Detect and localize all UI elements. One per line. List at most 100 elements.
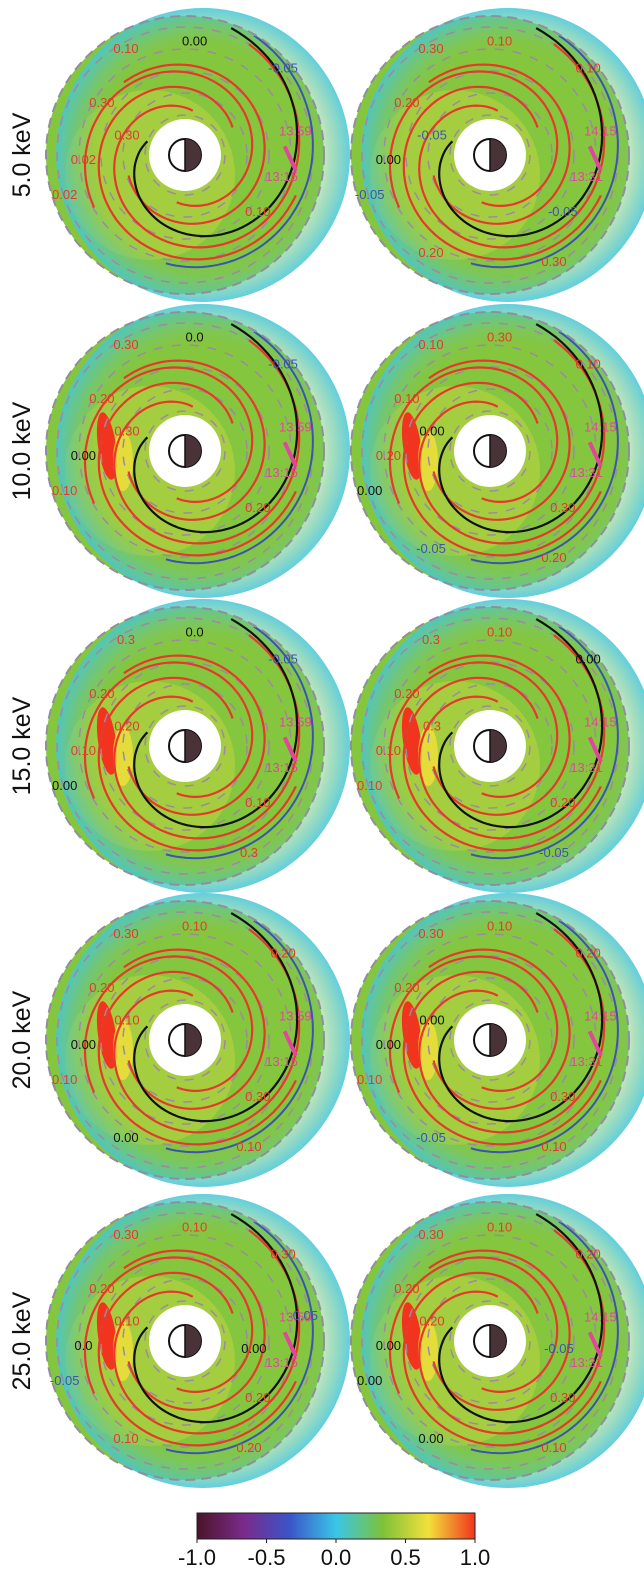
contour-label: 0.10 [113,1431,138,1446]
polar-panel: 0.3 0.20 0.0 0.10 0.00 0.20 0.10 -0.05 0.3 13:59 1… [45,599,350,893]
earth-icon [473,138,507,172]
contour-label: 0.10 [357,778,382,793]
contour-label: 0.20 [236,1440,261,1455]
contour-label: 0.3 [423,719,441,734]
contour-label: 0.10 [114,1013,139,1028]
contour-line-red [388,955,559,1093]
dashed-ring [405,955,575,1125]
contour-label: 0.30 [113,337,138,352]
dashed-ring [383,933,597,1147]
contour-label: 0.30 [418,1227,443,1242]
dashed-ring [383,639,597,853]
contour-label: 0.30 [89,95,114,110]
contour-line-red [388,661,559,799]
dashed-ring [122,92,248,218]
contour-label: 0.10 [487,33,512,48]
disc-boundary [350,606,630,886]
contour-line-red [402,381,602,557]
polar-panel: 0.30 0.20 0.10 0.00 0.10 0.00 0.30 0.20 0.10 -0.0… [350,893,644,1187]
contour-line-black [438,912,604,1123]
energy-row: 15.0 keV0.30.200.00.100.000.200.10-0.050… [8,599,644,893]
contour-label: -0.05 [355,187,385,202]
dashed-ring [100,955,270,1125]
dashed-ring [122,683,248,809]
contour-line-red [418,928,606,1134]
dashed-ring [405,366,575,536]
contour-line-blue [165,34,314,269]
dashed-ring [100,1256,270,1426]
contour-line-red [97,85,297,261]
contour-line-red [402,676,602,852]
contour-label: 0.10 [357,1072,382,1087]
contour-line-red [113,43,301,249]
contour-label: -0.05 [268,357,298,372]
contour-line-red [113,634,301,840]
earth-icon [168,1324,202,1358]
disc-boundary [350,311,630,591]
colorbar: -1.0 -0.5 0.0 0.5 1.0 [178,1512,490,1570]
contour-line-red [402,85,602,261]
contour-label: 0.00 [419,424,444,439]
contour-label: 0.00 [241,1341,266,1356]
dashed-ring [144,705,226,787]
contour-line-blue [470,34,619,269]
dashed-ring [144,1300,226,1382]
contour-line-red [418,1229,606,1435]
contour-label: 0.00 [376,1338,401,1353]
contour-line-red [123,654,266,816]
contour-label: 0.10 [71,743,96,758]
contour-label: 0.10 [487,1219,512,1234]
energy-label: 25.0 keV [8,1291,36,1390]
contour-line-red [428,359,571,521]
contour-label: 0.10 [245,204,270,219]
colorbar-tick-label: -0.5 [248,1545,286,1570]
contour-line-red [388,1256,559,1394]
energy-label: 20.0 keV [8,990,36,1089]
dashed-ring [427,1278,553,1404]
dashed-ring [144,999,226,1081]
hotspot [401,1001,423,1069]
dashed-ring [78,1234,292,1448]
contour-line-black [133,912,299,1123]
contour-line-red [123,359,266,521]
contour-line-red [428,948,571,1110]
contour-line-red [113,1229,301,1435]
time-label: 13:31 [570,1355,603,1370]
contour-label: 0.10 [182,1219,207,1234]
dashed-ring [383,1234,597,1448]
disc-boundary [45,606,325,886]
satellite-track [587,736,603,763]
contour-label: 0.30 [114,128,139,143]
dashed-ring [78,48,292,262]
time-label: 14:15 [584,124,617,139]
contour-line-red [418,43,606,249]
energy-label: 10.0 keV [8,401,36,500]
dashed-ring [122,388,248,514]
contour-label: 0.30 [114,424,139,439]
contour-label: 0.20 [245,500,270,515]
time-label: 14:15 [584,715,617,730]
contour-label: 0.20 [245,1390,270,1405]
contour-line-black [438,1213,604,1424]
contour-label: 0.30 [270,1247,295,1262]
disc-boundary [45,311,325,591]
polar-panel: 0.10 0.30 0.00 0.02 0.02 0.30 0.10 -0.05 13:59 13… [45,8,350,302]
contour-line-blue [165,919,314,1154]
contour-line-blue [470,1220,619,1455]
contour-label: 0.00 [376,1037,401,1052]
dashed-ring [427,92,553,218]
colorbar-tick-label: 0.5 [390,1545,421,1570]
earth-icon [473,729,507,763]
dashed-ring [449,1300,531,1382]
contour-line-black [133,1213,299,1424]
contour-line-red [83,1256,254,1394]
dashed-ring [122,977,248,1103]
dashed-ring [100,661,270,831]
contour-line-blue [165,330,314,565]
dashed-ring [405,70,575,240]
satellite-track [282,441,298,468]
contour-label: 0.02 [52,187,77,202]
polar-panel: 0.30 0.20 0.10 0.00 0.10 0.10 0.30 0.20 0.10 0.00… [45,893,350,1187]
contour-label: 0.10 [541,1440,566,1455]
time-label: 13:15 [265,1355,298,1370]
